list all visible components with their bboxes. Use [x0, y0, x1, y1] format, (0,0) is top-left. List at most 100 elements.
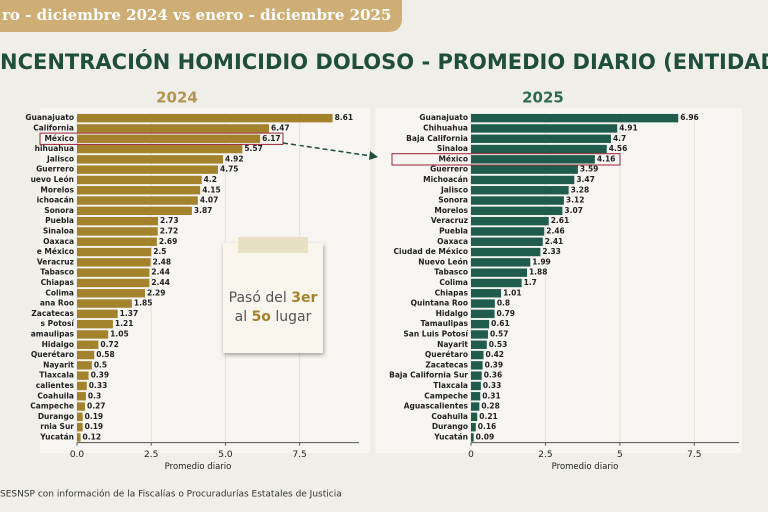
y-tick-label: Zacatecas [425, 360, 468, 369]
bar [77, 278, 150, 288]
y-tick-label: Tabasco [40, 268, 74, 277]
y-tick-label: Baja California [406, 134, 468, 143]
value-label: 6.96 [680, 113, 699, 122]
title: NCENTRACIÓN HOMICIDIO DOLOSO - PROMEDIO … [0, 49, 768, 74]
value-label: 4.2 [204, 175, 217, 184]
bar [471, 175, 575, 185]
y-tick-label: uevo León [31, 175, 74, 184]
y-tick-label: Guerrero [430, 165, 468, 174]
bar [77, 268, 150, 277]
highlight [39, 132, 284, 145]
bar [471, 186, 569, 195]
y-tick-label: amaulipas [31, 329, 75, 338]
y-tick-label: Coahuila [431, 412, 468, 421]
y-tick-label: Colima [45, 288, 74, 297]
value-label: 0.33 [483, 381, 502, 390]
value-label: 0.09 [476, 432, 495, 441]
x-tick-label: 5 [617, 450, 623, 460]
value-label: 0.3 [88, 391, 101, 400]
value-label: 0.39 [485, 360, 504, 369]
y-tick-label: California [33, 123, 74, 132]
value-label: 2.69 [159, 237, 178, 246]
value-label: 5.57 [244, 144, 263, 153]
bar [77, 227, 158, 236]
bar [77, 175, 202, 185]
bar [471, 144, 607, 154]
x-tick-label: 2.5 [144, 450, 158, 460]
y-tick-label: e México [37, 247, 74, 256]
bar [77, 381, 87, 391]
value-label: 0.36 [484, 371, 503, 380]
x-tick-label: 0 [468, 450, 474, 460]
value-label: 0.27 [87, 402, 106, 411]
value-label: 0.28 [481, 402, 500, 411]
y-tick-label: Quintana Roo [411, 299, 468, 308]
bar [77, 206, 192, 216]
bar [471, 309, 495, 319]
arrow [282, 142, 379, 158]
bar [471, 361, 483, 370]
note-text: al [234, 309, 248, 325]
value-label: 1.88 [529, 268, 548, 277]
value-label: 4.7 [613, 134, 626, 143]
y-tick-label: Jalisco [46, 154, 74, 163]
value-label: 3.28 [571, 185, 590, 194]
value-label: 3.12 [566, 196, 585, 205]
value-label: 2.41 [545, 237, 564, 246]
y-tick-label: Guanajuato [419, 113, 468, 122]
bar [77, 144, 243, 154]
y-tick-label: Aguascalientes [404, 402, 469, 411]
value-label: 4.15 [202, 185, 221, 194]
value-label: 3.87 [194, 206, 213, 215]
bar [471, 289, 502, 298]
value-label: 2.33 [542, 247, 561, 256]
value-label: 0.57 [490, 329, 509, 338]
bar [471, 227, 545, 236]
bar [77, 216, 159, 226]
value-label: 1.01 [503, 288, 522, 297]
value-label: 4.75 [220, 165, 239, 174]
y-tick-label: Chihuahua [423, 123, 468, 132]
value-label: 1.05 [110, 329, 129, 338]
bar [77, 258, 151, 267]
y-tick-label: Sinaloa [437, 144, 468, 153]
y-tick-label: calientes [36, 381, 75, 390]
bar [77, 371, 89, 380]
value-label: 1.99 [532, 257, 551, 266]
value-label: 6.17 [262, 134, 281, 143]
bar [77, 289, 145, 298]
bar [471, 155, 595, 164]
tape [238, 237, 308, 253]
value-label: 0.42 [486, 350, 505, 359]
bar [471, 216, 549, 226]
bar [77, 361, 92, 370]
y-tick-label: Nayarit [437, 340, 468, 349]
chart-title: 2025 [522, 89, 564, 107]
y-tick-label: Oaxaca [437, 237, 468, 246]
bar [471, 237, 543, 246]
value-label: 0.21 [479, 412, 498, 421]
y-tick-label: San Luis Potosí [403, 329, 468, 338]
y-tick-label: Oaxaca [43, 237, 74, 246]
bar [77, 402, 86, 411]
y-tick-label: Morelos [40, 185, 74, 194]
bar [471, 350, 484, 360]
value-label: 0.58 [96, 350, 115, 359]
y-tick-label: Hidalgo [42, 340, 74, 349]
y-tick-label: Sonora [44, 206, 74, 215]
bar [77, 134, 261, 143]
bar [471, 124, 618, 133]
value-label: 0.53 [489, 340, 508, 349]
y-tick-label: Michoacán [423, 175, 468, 184]
value-label: 2.5 [153, 247, 166, 256]
value-label: 1.37 [120, 309, 139, 318]
y-tick-label: Querétaro [31, 350, 74, 359]
value-label: 0.39 [91, 371, 110, 380]
bar [77, 196, 198, 205]
y-tick-label: Morelos [434, 206, 468, 215]
x-tick-label: 7.5 [292, 450, 306, 460]
note: Pasó del 3er al 5o lugar [223, 237, 323, 353]
note-rank: 3er [291, 290, 318, 306]
header-band [0, 0, 402, 32]
